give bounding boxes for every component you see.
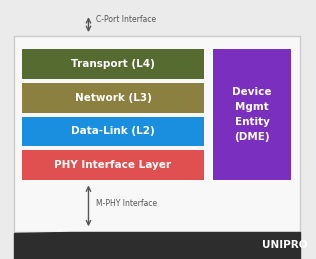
Bar: [14, 36, 300, 232]
Bar: [213, 49, 291, 180]
Text: Device
Mgmt
Entity
(DME): Device Mgmt Entity (DME): [232, 87, 272, 142]
Text: M-PHY Interface: M-PHY Interface: [96, 199, 157, 208]
Text: C-Port Interface: C-Port Interface: [96, 15, 156, 24]
Text: UNIPRO: UNIPRO: [262, 240, 307, 250]
Text: Transport (L4): Transport (L4): [71, 59, 155, 69]
Text: PHY Interface Layer: PHY Interface Layer: [54, 160, 172, 170]
Bar: [22, 150, 204, 180]
Text: Network (L3): Network (L3): [75, 93, 151, 103]
Bar: [22, 83, 204, 113]
Bar: [22, 117, 204, 146]
Text: Data-Link (L2): Data-Link (L2): [71, 126, 155, 136]
Polygon shape: [14, 232, 300, 259]
Bar: [22, 49, 204, 79]
